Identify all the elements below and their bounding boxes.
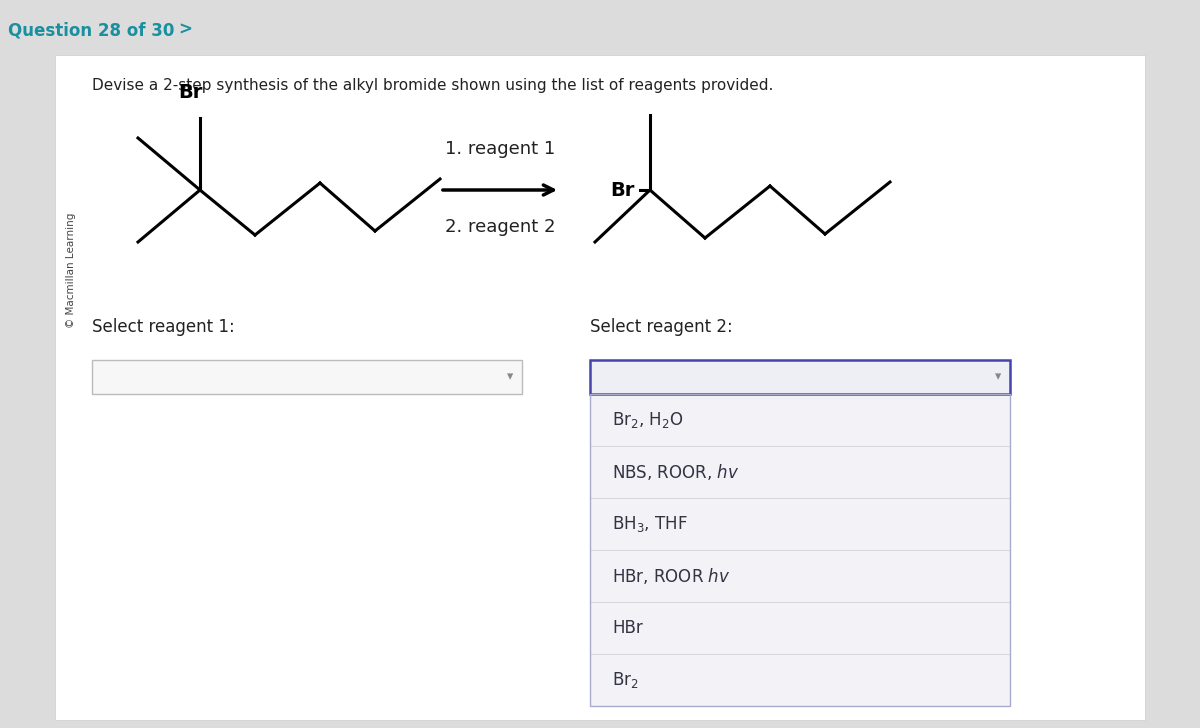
Text: Select reagent 2:: Select reagent 2: <box>590 318 733 336</box>
Bar <box>590 654 1010 706</box>
Bar <box>92 360 522 394</box>
Text: Question 28 of 30: Question 28 of 30 <box>8 21 174 39</box>
Text: Br$_2$: Br$_2$ <box>612 670 638 690</box>
Text: BH$_3$, THF: BH$_3$, THF <box>612 514 688 534</box>
Bar <box>590 446 1010 498</box>
Bar <box>590 550 1010 602</box>
Text: Devise a 2-step synthesis of the alkyl bromide shown using the list of reagents : Devise a 2-step synthesis of the alkyl b… <box>92 78 773 93</box>
Bar <box>590 602 1010 654</box>
Text: HBr, ROOR $hv$: HBr, ROOR $hv$ <box>612 566 731 586</box>
Text: >: > <box>178 21 192 39</box>
Bar <box>590 394 1010 706</box>
Text: 1. reagent 1: 1. reagent 1 <box>445 140 556 158</box>
Text: © Macmillan Learning: © Macmillan Learning <box>66 213 76 328</box>
Text: Br: Br <box>611 181 635 199</box>
Text: Select reagent 1:: Select reagent 1: <box>92 318 235 336</box>
Bar <box>590 394 1010 446</box>
Text: NBS, ROOR, $hv$: NBS, ROOR, $hv$ <box>612 462 739 482</box>
Bar <box>590 360 1010 394</box>
Text: Br: Br <box>178 83 202 102</box>
Text: HBr: HBr <box>612 619 643 637</box>
Text: 2. reagent 2: 2. reagent 2 <box>445 218 556 236</box>
Text: ▾: ▾ <box>506 371 514 384</box>
Text: ▾: ▾ <box>995 371 1001 384</box>
Bar <box>590 498 1010 550</box>
Text: Br$_2$, H$_2$O: Br$_2$, H$_2$O <box>612 410 684 430</box>
